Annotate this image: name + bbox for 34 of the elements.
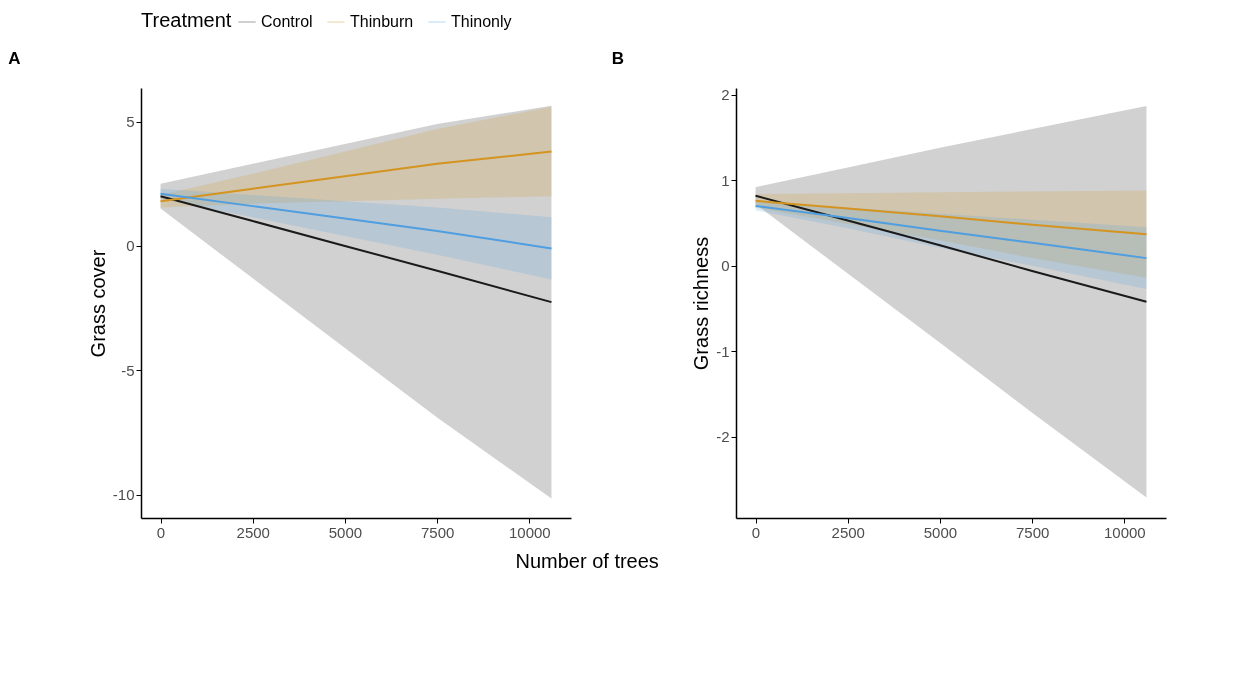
y-tick-label: -1 xyxy=(716,342,730,360)
legend-title: Treatment xyxy=(141,9,232,31)
line-series xyxy=(159,150,553,203)
x-tick-label: 10000 xyxy=(508,523,551,541)
x-tick-label: 10000 xyxy=(1103,523,1146,541)
line-series xyxy=(754,194,1148,303)
x-tick-label: 7500 xyxy=(1015,523,1050,541)
chart-title: B xyxy=(611,48,624,68)
y-tick-label: 0 xyxy=(721,257,730,275)
x-tick-label: 2500 xyxy=(236,523,270,541)
y-tick-label: -5 xyxy=(121,361,135,379)
line-series xyxy=(159,195,553,304)
legend-label: Control xyxy=(261,13,313,30)
y-tick-label: -10 xyxy=(112,486,135,504)
legend-label: Thinburn xyxy=(350,13,414,30)
y-axis-title: Grass richness xyxy=(690,236,713,371)
y-tick-label: 5 xyxy=(126,113,135,131)
y-axis-title: Grass cover xyxy=(86,249,109,358)
chart-title: A xyxy=(8,49,21,68)
x-axis-title: Number of trees xyxy=(515,550,659,572)
x-tick-label: 0 xyxy=(751,523,761,541)
y-tick-label: 2 xyxy=(721,86,730,104)
line-series xyxy=(754,199,1148,236)
x-tick-label: 5000 xyxy=(328,523,363,541)
y-tick-label: 1 xyxy=(721,171,730,189)
x-tick-label: 5000 xyxy=(923,523,958,541)
line-series xyxy=(159,192,553,250)
x-tick-label: 7500 xyxy=(420,523,455,541)
x-tick-label: 0 xyxy=(156,523,166,541)
line-series xyxy=(754,204,1148,260)
y-tick-label: 0 xyxy=(126,237,135,255)
x-tick-label: 2500 xyxy=(831,523,865,541)
legend-label: Thinonly xyxy=(451,13,512,30)
y-tick-label: -2 xyxy=(716,428,730,446)
